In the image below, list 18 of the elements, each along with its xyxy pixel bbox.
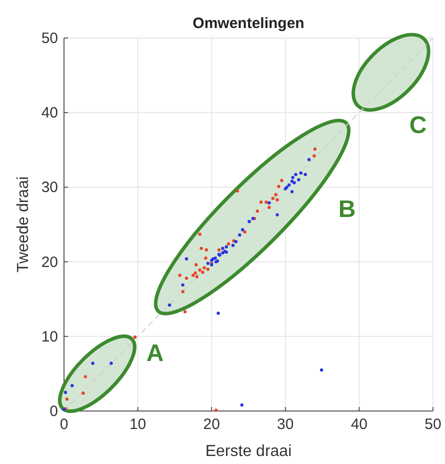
y-tick-label: 0 [50,403,58,420]
x-tick-label: 50 [424,416,442,433]
annotation: C [409,112,427,139]
chart-title: Omwentelingen [192,15,304,32]
y-tick-label: 40 [41,104,58,122]
y-axis-title: Tweede draai [15,176,32,273]
y-tick-label: 10 [41,328,58,346]
x-tick-label: 20 [203,416,220,433]
y-tick-label: 20 [41,254,58,271]
y-tick-label: 50 [41,30,58,47]
x-tick-label: 40 [350,416,368,433]
x-tick-label: 0 [60,416,68,433]
y-tick-label: 30 [41,179,58,196]
x-axis-title: Eerste draai [205,443,292,460]
annotation: B [338,196,356,223]
x-tick-label: 10 [129,416,146,433]
x-tick-label: 30 [277,416,294,433]
annotation: A [146,340,164,367]
